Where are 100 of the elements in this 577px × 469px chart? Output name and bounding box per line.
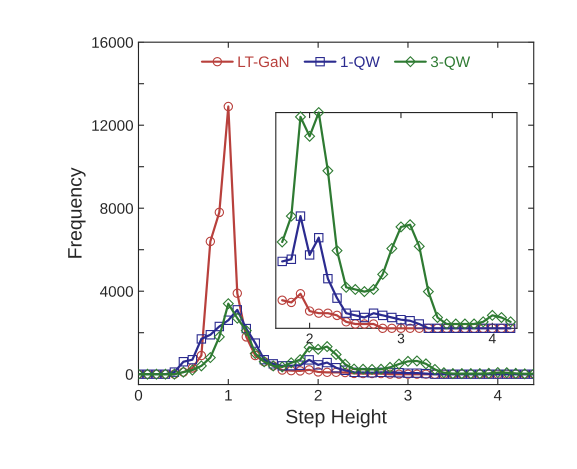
point bbox=[350, 284, 361, 295]
point bbox=[450, 318, 462, 330]
x-tick-label: 1 bbox=[225, 390, 232, 401]
point bbox=[296, 211, 306, 221]
point bbox=[313, 367, 323, 377]
point bbox=[323, 308, 333, 318]
point bbox=[304, 342, 315, 353]
point bbox=[232, 305, 242, 315]
point bbox=[286, 366, 296, 376]
point bbox=[214, 322, 224, 332]
point bbox=[331, 368, 341, 378]
point bbox=[368, 319, 378, 329]
point bbox=[206, 236, 216, 246]
point bbox=[331, 363, 341, 372]
point bbox=[414, 319, 424, 329]
point bbox=[332, 310, 342, 320]
point bbox=[304, 250, 314, 260]
point bbox=[387, 324, 397, 334]
point bbox=[350, 319, 360, 329]
point bbox=[250, 350, 260, 360]
point bbox=[368, 284, 380, 295]
point bbox=[214, 331, 225, 342]
point bbox=[505, 316, 516, 328]
x-tick-label: 2 bbox=[314, 390, 322, 401]
point bbox=[350, 310, 360, 320]
legend-label: 1-QW bbox=[341, 56, 380, 70]
point bbox=[358, 286, 370, 298]
y-tick-label: 4000 bbox=[100, 286, 134, 297]
point bbox=[396, 314, 406, 324]
point bbox=[441, 318, 452, 330]
point bbox=[188, 363, 198, 373]
point bbox=[360, 312, 370, 322]
point bbox=[196, 334, 206, 344]
point bbox=[348, 364, 360, 374]
point bbox=[332, 245, 342, 256]
point bbox=[340, 366, 350, 375]
point bbox=[314, 308, 324, 318]
point bbox=[304, 365, 314, 375]
point bbox=[387, 312, 397, 322]
point bbox=[276, 236, 288, 248]
point bbox=[313, 107, 324, 118]
legend-label: LT-GaN bbox=[238, 56, 288, 68]
point bbox=[186, 364, 198, 376]
x-tick-label: 4 bbox=[494, 390, 502, 401]
point bbox=[295, 360, 305, 370]
point bbox=[341, 308, 351, 318]
x-tick-label: 3 bbox=[404, 390, 412, 401]
point bbox=[313, 360, 323, 370]
point bbox=[378, 324, 388, 334]
point bbox=[366, 364, 378, 375]
point bbox=[422, 286, 434, 298]
point bbox=[304, 306, 314, 316]
y-tick-label: 0 bbox=[126, 369, 134, 380]
point bbox=[286, 298, 296, 308]
legend-label: 3-QW bbox=[430, 56, 470, 70]
x-tick-label: 4 bbox=[488, 334, 496, 344]
point bbox=[432, 312, 443, 323]
point bbox=[224, 102, 234, 112]
y-axis-title: Frequency bbox=[68, 167, 86, 258]
point bbox=[295, 366, 305, 376]
point bbox=[232, 312, 243, 324]
point bbox=[296, 289, 306, 299]
point bbox=[411, 355, 422, 366]
x-tick-label: 0 bbox=[134, 390, 142, 401]
point bbox=[294, 354, 306, 366]
point bbox=[312, 344, 324, 355]
y-tick-label: 8000 bbox=[100, 203, 134, 214]
point bbox=[304, 130, 316, 142]
point bbox=[330, 349, 342, 360]
point bbox=[386, 243, 398, 254]
point bbox=[304, 355, 314, 365]
point bbox=[286, 210, 297, 222]
point bbox=[360, 319, 370, 329]
point bbox=[394, 358, 404, 370]
point bbox=[222, 298, 234, 310]
point bbox=[277, 365, 287, 375]
point bbox=[420, 358, 432, 370]
point bbox=[377, 268, 388, 280]
point bbox=[322, 341, 333, 352]
point bbox=[322, 165, 334, 176]
point bbox=[414, 240, 425, 252]
point bbox=[188, 354, 198, 364]
point bbox=[496, 312, 507, 323]
point bbox=[314, 232, 324, 242]
point bbox=[486, 310, 498, 321]
point bbox=[378, 310, 388, 320]
point bbox=[468, 318, 480, 330]
point bbox=[341, 317, 351, 327]
point bbox=[240, 325, 252, 336]
point bbox=[286, 357, 297, 368]
point bbox=[396, 324, 406, 334]
point bbox=[368, 308, 378, 318]
point bbox=[376, 364, 386, 375]
point bbox=[323, 274, 333, 284]
point bbox=[250, 348, 261, 359]
point bbox=[232, 288, 242, 298]
point bbox=[396, 221, 406, 232]
point bbox=[204, 352, 216, 364]
point bbox=[340, 282, 352, 293]
point bbox=[405, 316, 415, 326]
